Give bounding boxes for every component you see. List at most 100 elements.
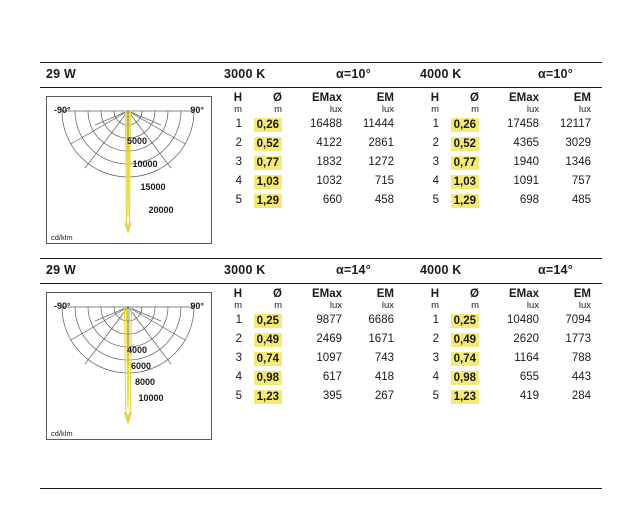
col-header-emax: EMax lux <box>479 288 539 311</box>
header-angle-right: α=14° <box>538 263 573 277</box>
col-unit-emax: lux <box>526 300 539 311</box>
cell-height: 1 <box>235 314 242 326</box>
cell-em: 715 <box>374 175 394 187</box>
cell-diameter: 0,49 <box>439 330 479 349</box>
header-angle-right: α=10° <box>538 67 573 81</box>
svg-text:20000: 20000 <box>148 205 173 215</box>
cell-diameter: 0,26 <box>439 115 479 134</box>
col-unit-height: m <box>431 104 439 115</box>
col-unit-em: lux <box>381 104 394 115</box>
cell-emax: 4365 <box>513 137 539 149</box>
cell-diameter-value: 0,25 <box>450 313 479 328</box>
col-unit-em: lux <box>578 300 591 311</box>
cell-emax: 698 <box>519 194 539 206</box>
col-unit-emax: lux <box>329 300 342 311</box>
header-cct-right: 4000 K <box>420 67 462 81</box>
cell-em: 1272 <box>368 156 394 168</box>
table-row: 5 1,29 660 458 <box>222 191 394 210</box>
cell-em: 6686 <box>368 314 394 326</box>
table-row: 4 0,98 617 418 <box>222 368 394 387</box>
cell-em: 7094 <box>565 314 591 326</box>
col-unit-diameter: m <box>471 300 479 311</box>
cell-diameter-value: 1,03 <box>450 174 479 189</box>
beam-arrow-icon <box>124 221 132 234</box>
cell-emax: 1832 <box>316 156 342 168</box>
header-cct-left: 3000 K <box>224 67 266 81</box>
cell-diameter: 0,77 <box>242 153 282 172</box>
table-row: 2 0,52 4122 2861 <box>222 134 394 153</box>
cell-diameter-value: 0,52 <box>450 136 479 151</box>
diagram-angle-left-label: -90° <box>54 301 71 311</box>
table-row: 2 0,49 2620 1773 <box>419 330 591 349</box>
cell-emax: 655 <box>519 371 539 383</box>
cell-diameter-value: 0,77 <box>450 155 479 170</box>
cell-diameter: 0,26 <box>242 115 282 134</box>
cell-diameter: 0,52 <box>439 134 479 153</box>
cell-height: 1 <box>432 314 439 326</box>
cell-diameter-value: 0,25 <box>253 313 282 328</box>
cell-diameter: 0,25 <box>242 311 282 330</box>
col-header-em: EM lux <box>539 288 591 311</box>
header-wattage: 29 W <box>46 263 76 277</box>
col-header-em: EM lux <box>539 92 591 115</box>
cell-em: 1671 <box>368 333 394 345</box>
col-header-em: EM lux <box>342 92 394 115</box>
cell-diameter: 0,98 <box>439 368 479 387</box>
cell-diameter: 1,03 <box>242 172 282 191</box>
diagram-unit-label: cd/klm <box>51 429 73 438</box>
table-row: 3 0,77 1940 1346 <box>419 153 591 172</box>
block-header: 29 W 3000 K α=10° 4000 K α=10° <box>40 62 602 88</box>
cell-diameter-value: 0,26 <box>450 117 479 132</box>
cell-diameter-value: 0,52 <box>253 136 282 151</box>
header-angle-left: α=14° <box>336 263 371 277</box>
table-row: 2 0,49 2469 1671 <box>222 330 394 349</box>
cell-diameter: 1,03 <box>439 172 479 191</box>
cell-height: 5 <box>432 194 439 206</box>
col-unit-emax: lux <box>526 104 539 115</box>
col-unit-em: lux <box>381 300 394 311</box>
cell-em: 267 <box>374 390 394 402</box>
diagram-angle-left-label: -90° <box>54 105 71 115</box>
cell-diameter-value: 1,23 <box>450 389 479 404</box>
cell-diameter-value: 0,77 <box>253 155 282 170</box>
svg-text:10000: 10000 <box>138 393 163 403</box>
col-unit-height: m <box>234 300 242 311</box>
col-unit-diameter: m <box>471 104 479 115</box>
cell-height: 4 <box>235 175 242 187</box>
col-header-em: EM lux <box>342 288 394 311</box>
cell-diameter-value: 0,26 <box>253 117 282 132</box>
cell-diameter: 1,23 <box>439 387 479 406</box>
cell-height: 2 <box>432 137 439 149</box>
svg-text:8000: 8000 <box>135 377 155 387</box>
cell-emax: 2620 <box>513 333 539 345</box>
cell-diameter-value: 0,74 <box>253 351 282 366</box>
cell-emax: 10480 <box>507 314 539 326</box>
diagram-angle-right-label: 90° <box>190 105 204 115</box>
table-row: 1 0,25 10480 7094 <box>419 311 591 330</box>
cell-diameter-value: 0,49 <box>253 332 282 347</box>
cell-em: 743 <box>374 352 394 364</box>
col-header-emax: EMax lux <box>479 92 539 115</box>
cell-diameter-value: 0,98 <box>450 370 479 385</box>
cell-em: 12117 <box>559 118 591 130</box>
cell-emax: 617 <box>322 371 342 383</box>
cell-emax: 395 <box>322 390 342 402</box>
table-row: 1 0,26 16488 11444 <box>222 115 394 134</box>
svg-text:15000: 15000 <box>140 182 165 192</box>
header-cct-left: 3000 K <box>224 263 266 277</box>
cell-diameter: 0,98 <box>242 368 282 387</box>
polar-light-distribution-diagram: 4000 6000 8000 10000 -90° 90° cd/klm <box>46 292 212 440</box>
cell-emax: 1032 <box>316 175 342 187</box>
photometric-block: 29 W 3000 K α=10° 4000 K α=10° <box>40 62 602 244</box>
header-wattage: 29 W <box>46 67 76 81</box>
table-row: 1 0,25 9877 6686 <box>222 311 394 330</box>
table-row: 1 0,26 17458 12117 <box>419 115 591 134</box>
